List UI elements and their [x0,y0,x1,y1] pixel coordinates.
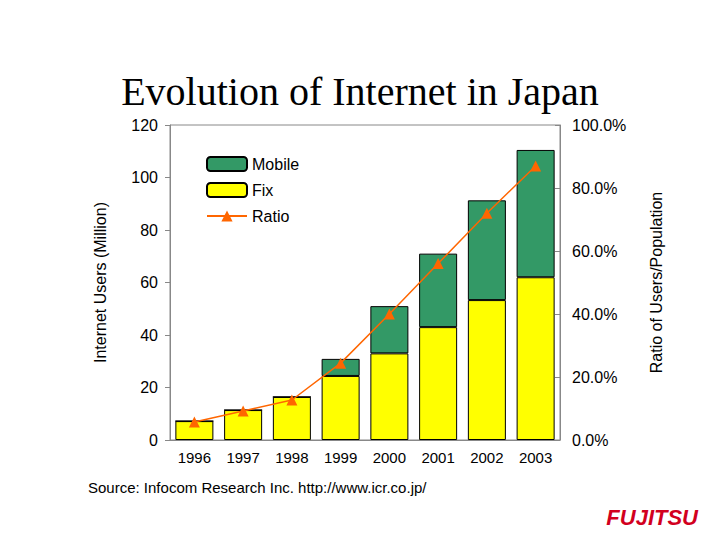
svg-text:120: 120 [131,117,158,134]
svg-text:100: 100 [131,169,158,186]
svg-text:40.0%: 40.0% [572,306,617,323]
svg-text:1997: 1997 [226,449,259,466]
svg-text:Evolution of Internet in Japan: Evolution of Internet in Japan [121,69,599,114]
svg-text:2002: 2002 [470,449,503,466]
svg-text:0: 0 [149,432,158,449]
svg-text:100.0%: 100.0% [572,117,626,134]
svg-text:60: 60 [140,274,158,291]
svg-text:Ratio: Ratio [252,208,289,225]
svg-text:Internet Users (Million): Internet Users (Million) [92,202,109,363]
svg-text:20.0%: 20.0% [572,369,617,386]
svg-text:1999: 1999 [324,449,357,466]
svg-text:0.0%: 0.0% [572,432,608,449]
svg-text:40: 40 [140,327,158,344]
svg-text:Mobile: Mobile [252,156,299,173]
svg-text:2001: 2001 [421,449,454,466]
svg-text:20: 20 [140,379,158,396]
svg-text:1996: 1996 [178,449,211,466]
svg-text:Source: Infocom Research Inc.: Source: Infocom Research Inc. http://www… [88,479,427,496]
svg-text:80.0%: 80.0% [572,180,617,197]
svg-text:Ratio of Users/Population: Ratio of Users/Population [648,192,665,373]
svg-text:60.0%: 60.0% [572,243,617,260]
svg-text:Fix: Fix [252,182,273,199]
svg-text:FUJITSU: FUJITSU [606,505,699,530]
svg-text:2003: 2003 [519,449,552,466]
svg-text:1998: 1998 [275,449,308,466]
svg-text:80: 80 [140,222,158,239]
svg-text:2000: 2000 [373,449,406,466]
